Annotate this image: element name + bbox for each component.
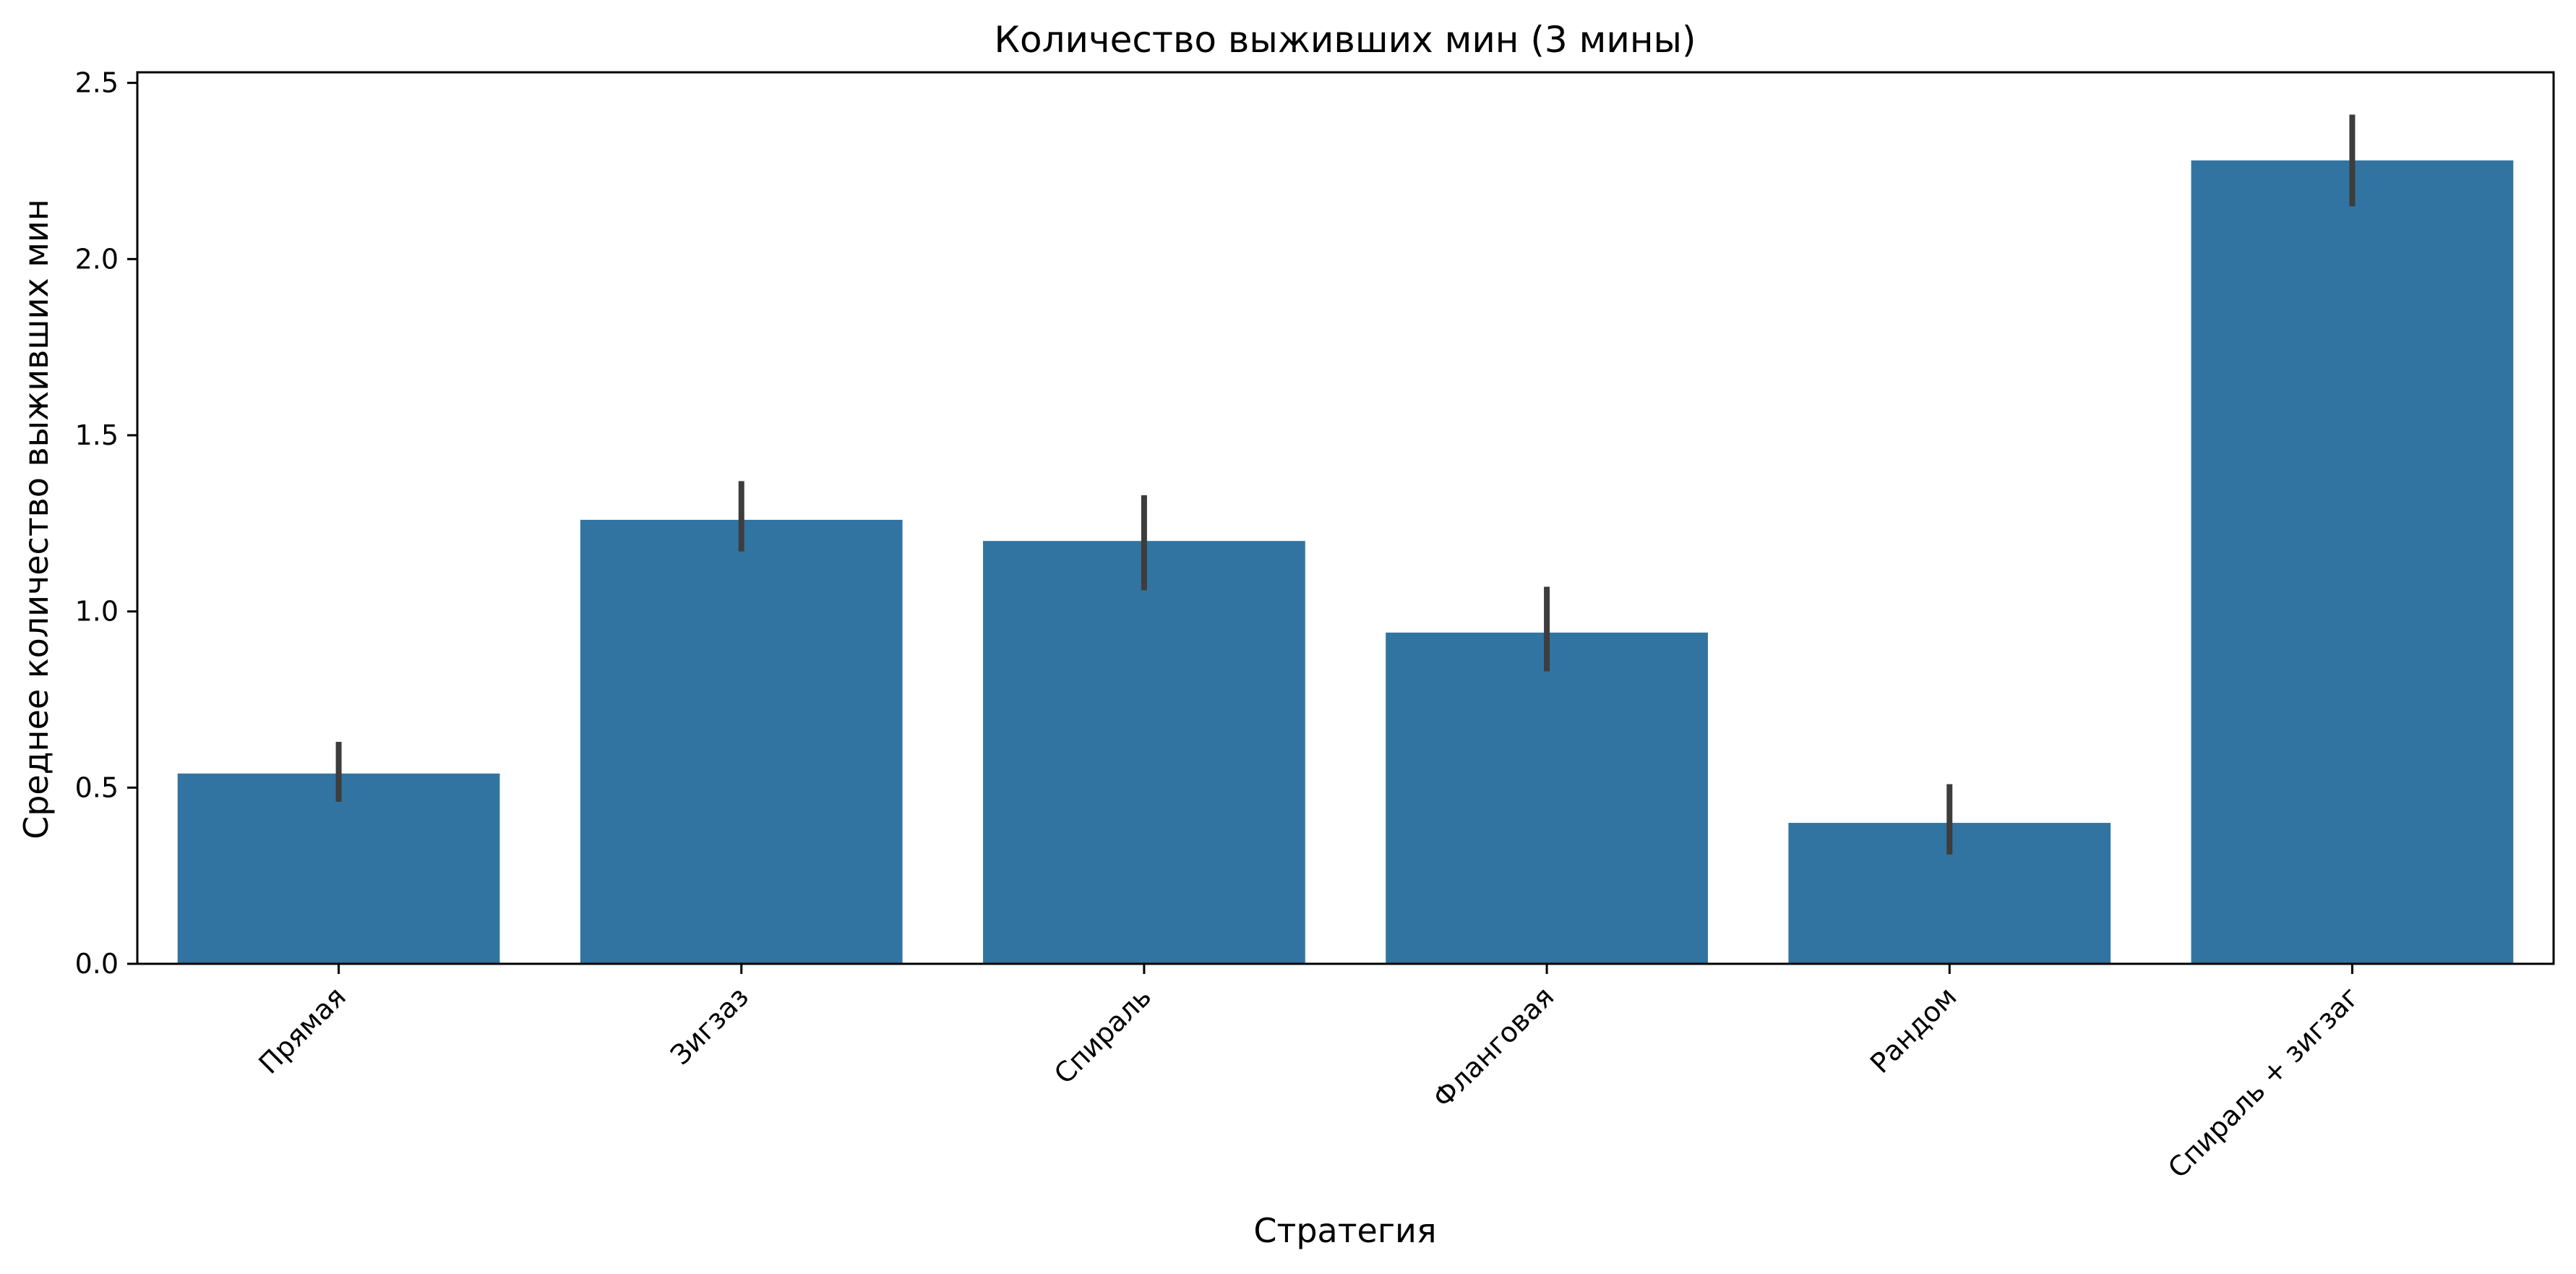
bar bbox=[1386, 632, 1708, 964]
plot-frame bbox=[136, 71, 2555, 965]
x-tick-label: Рандом bbox=[1864, 980, 1963, 1080]
bar bbox=[2191, 160, 2514, 965]
x-tick-label: Зигзаз bbox=[664, 980, 755, 1071]
y-axis-label: Среднее количество выживших мин bbox=[17, 199, 56, 839]
y-tick-label: 1.0 bbox=[75, 596, 119, 628]
x-tick-label: Фланговая bbox=[1427, 980, 1560, 1113]
y-tick-label: 1.5 bbox=[75, 419, 119, 451]
x-tick-label: Спираль bbox=[1048, 980, 1157, 1090]
x-tick-label: Прямая bbox=[253, 980, 352, 1080]
bar bbox=[177, 773, 500, 964]
bar bbox=[983, 541, 1305, 964]
bar bbox=[580, 519, 903, 964]
bars-group bbox=[177, 160, 2514, 965]
x-tick-label: Спираль + зигзаг bbox=[2162, 980, 2366, 1184]
x-axis: Прямая Зигзаз Спираль Фланговая Рандом Спирал… bbox=[253, 964, 2366, 1184]
x-axis-label: Стратегия bbox=[1253, 1211, 1436, 1250]
y-tick-label: 2.0 bbox=[75, 243, 119, 275]
y-tick-label: 0.0 bbox=[75, 948, 119, 980]
chart-title: Количество выживших мин (3 мины) bbox=[995, 19, 1696, 61]
y-tick-label: 2.5 bbox=[75, 67, 119, 99]
y-tick-label: 0.5 bbox=[75, 771, 119, 803]
y-axis: 0.0 0.5 1.0 1.5 2.0 2.5 bbox=[75, 67, 137, 980]
error-bars-group bbox=[335, 114, 2356, 855]
